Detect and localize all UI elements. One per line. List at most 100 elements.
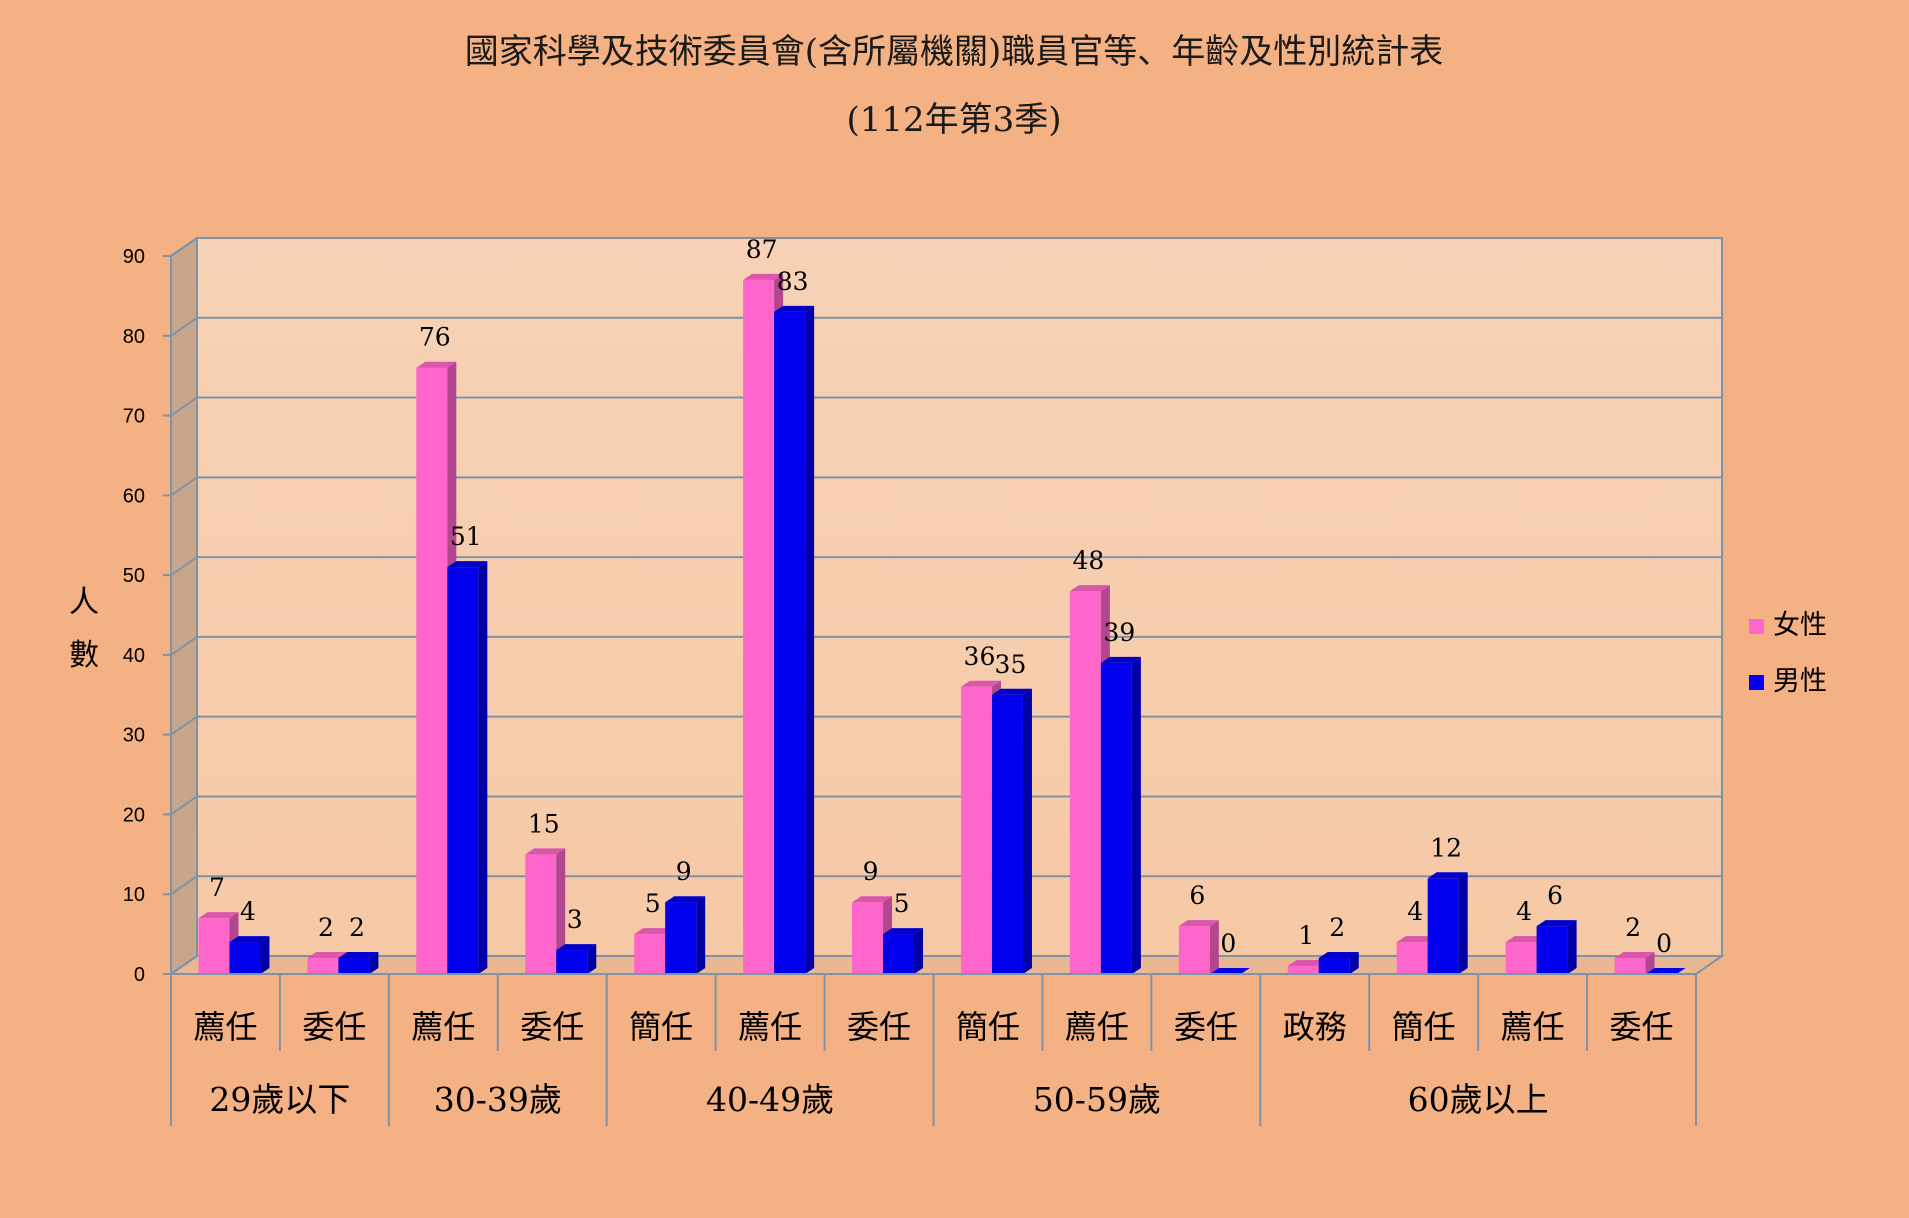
gridline-depth bbox=[170, 715, 198, 736]
data-label: 9 bbox=[863, 857, 879, 886]
bar-front bbox=[198, 918, 230, 974]
bar-male bbox=[1645, 968, 1686, 974]
bar-male bbox=[774, 305, 815, 974]
data-label: 12 bbox=[1430, 833, 1462, 862]
gridline-depth bbox=[170, 396, 198, 417]
y-tick-label: 70 bbox=[123, 406, 145, 428]
bar-male bbox=[1100, 656, 1141, 974]
data-label: 5 bbox=[894, 889, 910, 918]
data-label: 2 bbox=[1625, 913, 1641, 942]
bar-front bbox=[1100, 662, 1132, 974]
bar-top bbox=[307, 952, 348, 959]
bars bbox=[198, 273, 1686, 974]
bar-front bbox=[1318, 958, 1350, 974]
data-label: 6 bbox=[1547, 881, 1563, 910]
bar-top bbox=[1318, 952, 1359, 959]
data-label: 87 bbox=[746, 235, 778, 264]
bar-top bbox=[556, 944, 597, 951]
data-label: 0 bbox=[1220, 929, 1236, 958]
group-label: 40-49歲 bbox=[706, 1080, 834, 1119]
bar-top bbox=[774, 305, 815, 312]
bar-top bbox=[1427, 872, 1468, 879]
bar-side bbox=[556, 848, 566, 974]
bar-front bbox=[991, 694, 1023, 974]
bar-top bbox=[665, 896, 706, 903]
bar-top bbox=[991, 688, 1032, 695]
bar-male bbox=[1427, 872, 1468, 974]
bar-front bbox=[338, 958, 370, 974]
category-label: 薦任 bbox=[1065, 1008, 1129, 1046]
data-label: 3 bbox=[567, 905, 583, 934]
y-tick-label: 90 bbox=[123, 246, 145, 268]
side-wall bbox=[170, 236, 198, 976]
bar-top bbox=[1396, 936, 1437, 943]
bar-side bbox=[1022, 688, 1032, 974]
category-label: 委任 bbox=[520, 1008, 584, 1046]
gridline-depth bbox=[170, 237, 198, 257]
bar-front bbox=[525, 854, 557, 974]
bar-top bbox=[416, 361, 457, 368]
data-label: 4 bbox=[1407, 897, 1423, 926]
category-label: 委任 bbox=[847, 1008, 911, 1046]
data-label: 83 bbox=[777, 267, 809, 296]
gridline-depth bbox=[170, 316, 198, 337]
bar-front bbox=[1536, 926, 1568, 974]
data-label: 4 bbox=[240, 897, 256, 926]
category-label: 簡任 bbox=[629, 1008, 693, 1046]
data-label: 35 bbox=[995, 650, 1027, 679]
data-label: 4 bbox=[1516, 897, 1532, 926]
bar-male bbox=[1209, 968, 1250, 974]
bar-top bbox=[1209, 968, 1250, 974]
bar-front bbox=[1069, 591, 1101, 974]
bar-top bbox=[198, 912, 239, 919]
y-tick-label: 0 bbox=[134, 964, 145, 986]
bar-front bbox=[1614, 958, 1646, 974]
bar-side bbox=[478, 561, 488, 974]
bar-front bbox=[960, 686, 992, 974]
category-label: 簡任 bbox=[956, 1008, 1020, 1046]
bar-top bbox=[1287, 960, 1328, 967]
bar-front bbox=[1287, 966, 1319, 974]
bar-male bbox=[1318, 952, 1359, 974]
category-label: 委任 bbox=[1174, 1008, 1238, 1046]
bar-front bbox=[1427, 878, 1459, 974]
bar-top bbox=[634, 928, 675, 935]
y-tick-label: 20 bbox=[123, 804, 145, 826]
bar-male bbox=[991, 688, 1032, 974]
bar-top bbox=[1614, 952, 1655, 959]
bar-side bbox=[805, 305, 815, 974]
data-label: 2 bbox=[1329, 913, 1345, 942]
bar-front bbox=[556, 950, 588, 974]
data-label: 6 bbox=[1189, 881, 1205, 910]
bar-male bbox=[229, 936, 270, 974]
legend-swatch bbox=[1749, 675, 1764, 690]
bar-front bbox=[665, 902, 697, 974]
bar-side bbox=[1645, 952, 1655, 974]
data-label: 1 bbox=[1298, 921, 1314, 950]
bar-side bbox=[1458, 872, 1468, 974]
bar-top bbox=[1645, 968, 1686, 974]
bar-top bbox=[338, 952, 379, 959]
bar-top bbox=[1100, 656, 1141, 663]
chart-title-text: 國家科學及技術委員會(含所屬機關)職員官等、年齡及性別統計表 bbox=[465, 32, 1444, 72]
gridline-depth bbox=[170, 556, 198, 576]
bar-side bbox=[1567, 920, 1577, 974]
category-label: 薦任 bbox=[738, 1008, 802, 1046]
bar-front bbox=[229, 942, 261, 974]
category-label: 政務 bbox=[1283, 1008, 1347, 1046]
bar-front bbox=[447, 567, 479, 974]
category-label: 委任 bbox=[1610, 1008, 1674, 1046]
data-label: 76 bbox=[419, 323, 451, 352]
data-label: 9 bbox=[676, 857, 692, 886]
category-label: 簡任 bbox=[1392, 1008, 1456, 1046]
bar-side bbox=[260, 936, 270, 974]
data-label: 51 bbox=[450, 522, 482, 551]
bar-side bbox=[914, 928, 924, 974]
floor bbox=[167, 955, 1726, 975]
bar-top bbox=[1178, 920, 1219, 927]
chart-subtitle-text: (112年第3季) bbox=[846, 100, 1061, 140]
y-tick-label: 40 bbox=[123, 645, 145, 667]
bar-male bbox=[556, 944, 597, 974]
